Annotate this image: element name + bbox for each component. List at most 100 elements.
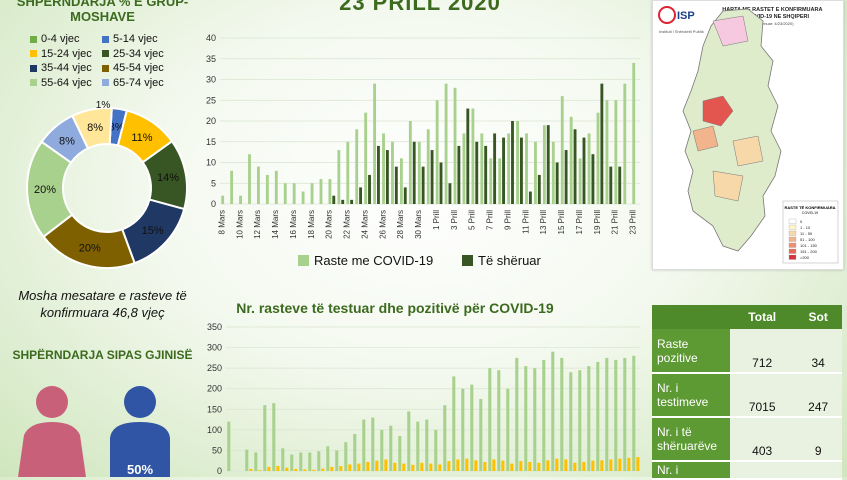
legend-label: 65-74 vjec <box>113 76 164 89</box>
legend-label: 35-44 vjec <box>41 62 92 74</box>
bar <box>366 461 370 471</box>
bar <box>546 460 550 471</box>
x-tick-label: 24 Mars <box>360 210 369 239</box>
bar <box>399 158 403 204</box>
bar <box>368 174 371 204</box>
bar <box>385 150 389 204</box>
bar <box>555 162 559 204</box>
bar <box>465 458 469 471</box>
bar <box>551 141 555 204</box>
bar <box>245 449 249 471</box>
col-total-header: Total <box>730 305 795 329</box>
male-percent-label: 50% <box>127 462 153 477</box>
bar <box>254 452 258 471</box>
y-tick-label: 0 <box>217 466 222 476</box>
bar <box>346 141 350 204</box>
bar <box>511 121 514 204</box>
donut-label: 8% <box>59 136 75 148</box>
legend-swatch <box>30 50 37 57</box>
legend-label: 45-54 vjec <box>113 62 164 74</box>
row-label: Nr. i testimeve <box>652 373 730 418</box>
bar <box>600 460 604 471</box>
legend-swatch <box>30 35 37 43</box>
bar <box>317 451 321 471</box>
x-tick-label: 15 Prill <box>557 210 566 235</box>
shkoder-region <box>712 15 749 47</box>
legend-label: 25-34 vjec <box>113 47 164 60</box>
bar <box>524 366 528 471</box>
bar <box>393 462 397 471</box>
bar <box>520 137 523 204</box>
bar <box>294 468 298 471</box>
map-legend-swatch <box>788 218 797 224</box>
bar <box>359 187 363 204</box>
bar <box>443 405 447 471</box>
donut-slice <box>71 107 113 150</box>
bar <box>498 158 502 204</box>
map-updated: (Azhornuar: 4/23/2020) <box>752 21 794 26</box>
donut-label: 15% <box>142 225 164 237</box>
bar <box>551 351 555 471</box>
bar <box>248 154 251 204</box>
bar <box>426 129 430 204</box>
bar <box>357 463 361 471</box>
legend-item: 15-24 vjec <box>30 48 92 60</box>
row-total: 712 <box>730 329 795 374</box>
bar <box>605 100 609 204</box>
bar <box>335 450 339 471</box>
bar <box>560 96 564 204</box>
bar <box>402 463 406 471</box>
table-row: Nr. i <box>652 461 842 480</box>
row-today: 34 <box>794 329 842 374</box>
bar <box>384 459 388 471</box>
map-legend-label: 1 - 10 <box>800 225 811 230</box>
bar <box>221 195 225 204</box>
bar <box>350 199 354 204</box>
bar <box>591 154 595 204</box>
x-tick-label: 8 Mars <box>217 210 226 234</box>
bar <box>537 174 541 204</box>
bar <box>263 405 267 471</box>
bar <box>412 141 416 204</box>
bar <box>448 183 452 204</box>
legend-swatch <box>102 50 109 57</box>
map-legend-swatch <box>788 224 797 230</box>
bar <box>330 466 334 471</box>
row-total: 7015 <box>730 373 795 418</box>
x-tick-label: 16 Mars <box>289 210 298 239</box>
bar <box>591 460 595 471</box>
x-tick-label: 12 Mars <box>253 210 262 239</box>
col-today-header: Sot <box>794 305 842 329</box>
bar <box>483 461 487 471</box>
bar <box>525 133 528 204</box>
albania-map-panel: ISP Instituti i Shëndetit Publik HARTA M… <box>652 0 844 270</box>
donut-label: 8% <box>87 122 103 134</box>
x-tick-label: 21 Prill <box>611 210 620 235</box>
bar <box>461 388 465 471</box>
bar <box>256 166 260 204</box>
row-today <box>794 461 842 480</box>
bar <box>391 141 394 204</box>
daily-cases-chart: 0 5 10 15 20 25 30 35 40 8 Mars 10 Mars 12 Mars 14 M… <box>206 33 640 268</box>
bar <box>627 457 631 471</box>
bar <box>380 429 384 471</box>
map-legend-swatch <box>788 248 797 254</box>
map-legend-label: 51 - 100 <box>800 237 815 242</box>
tests-chart-title: Nr. rasteve të testuar dhe pozitivë për … <box>236 300 554 316</box>
x-tick-label: 19 Prill <box>593 210 602 235</box>
table-row: Raste pozitive 712 34 <box>652 329 842 374</box>
bar <box>434 429 438 471</box>
age-distribution-title: SHPËRNDARJA % E GRUP-MOSHAVE <box>16 0 189 24</box>
bar <box>488 368 492 471</box>
bar <box>453 87 457 204</box>
bar <box>281 448 285 471</box>
y-tick-label: 35 <box>206 54 216 64</box>
row-today: 9 <box>794 417 842 462</box>
legend-swatch <box>102 35 109 43</box>
y-tick-label: 100 <box>207 425 222 435</box>
left-panel: SHPËRNDARJA % E GRUP-MOSHAVE 0-4 vjec 5-1… <box>0 0 205 477</box>
bar <box>239 195 242 204</box>
map-legend-swatch <box>788 254 797 260</box>
legend-label: Të shëruar <box>478 253 542 268</box>
bar <box>507 133 511 204</box>
